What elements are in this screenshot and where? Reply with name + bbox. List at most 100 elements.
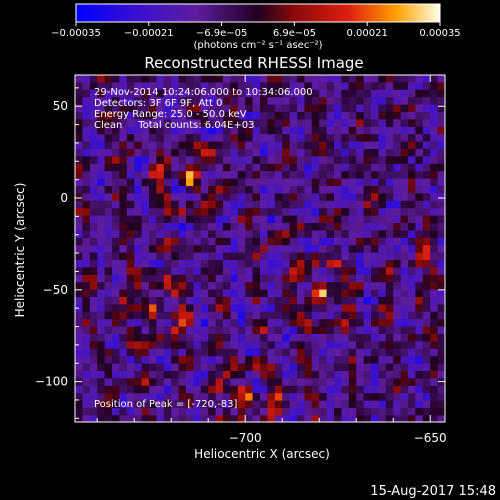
heatmap-cell: [326, 297, 335, 305]
heatmap-cell: [193, 82, 202, 91]
heatmap-cell: [415, 319, 424, 328]
heatmap-cell: [252, 119, 261, 128]
heatmap-cell: [430, 223, 439, 231]
heatmap-cell: [356, 97, 365, 106]
heatmap-cell: [223, 193, 231, 202]
heatmap-cell: [363, 311, 372, 320]
heatmap-cell: [334, 319, 342, 328]
heatmap-cell: [178, 141, 187, 150]
heatmap-cell: [163, 274, 172, 283]
heatmap-cell: [260, 223, 268, 231]
heatmap-cell: [393, 75, 402, 83]
heatmap-cell: [297, 112, 305, 120]
heatmap-cell: [126, 104, 135, 113]
heatmap-cell: [408, 400, 416, 409]
heatmap-cell: [200, 97, 209, 106]
heatmap-cell: [104, 408, 113, 416]
x-tick-label: −650: [414, 431, 447, 445]
heatmap-cell: [149, 149, 157, 157]
heatmap-cell: [82, 393, 91, 402]
heatmap-cell: [393, 126, 402, 135]
heatmap-cell: [348, 356, 357, 365]
heatmap-cell: [363, 334, 372, 342]
heatmap-cell: [311, 356, 320, 365]
colorbar-ticks: −0.00035 −0.00021 −6.9e−05 6.9e−05 0.00021 0.…: [51, 22, 461, 39]
heatmap-cell: [274, 385, 283, 394]
heatmap-cell: [149, 319, 157, 328]
heatmap-cell: [274, 163, 283, 172]
heatmap-cell: [252, 415, 261, 422]
heatmap-cell: [422, 171, 431, 180]
heatmap-cell: [267, 208, 276, 217]
heatmap-cell: [223, 237, 231, 246]
heatmap-cell: [126, 237, 135, 246]
heatmap-cell: [393, 282, 402, 291]
heatmap-cell: [200, 193, 209, 202]
heatmap-cell: [208, 289, 217, 298]
heatmap-cell: [82, 415, 91, 422]
heatmap-cell: [215, 149, 224, 157]
heatmap-cell: [282, 208, 291, 217]
heatmap-cell: [112, 304, 120, 313]
heatmap-cell: [341, 363, 350, 372]
heatmap-cell: [393, 134, 402, 143]
heatmap-cell: [356, 112, 365, 120]
heatmap-cell: [371, 163, 379, 172]
heatmap-cell: [75, 400, 83, 409]
heatmap-cell: [223, 163, 231, 172]
heatmap-cell: [297, 200, 305, 209]
heatmap-cell: [437, 304, 445, 313]
heatmap-cell: [193, 260, 202, 268]
heatmap-cell: [75, 149, 83, 157]
heatmap-cell: [252, 149, 261, 157]
heatmap-cell: [178, 97, 187, 106]
heatmap-cell: [245, 260, 254, 268]
heatmap-cell: [178, 223, 187, 231]
heatmap-cell: [319, 82, 328, 91]
heatmap-cell: [282, 289, 291, 298]
heatmap-cell: [112, 282, 120, 291]
heatmap-cell: [260, 311, 268, 320]
heatmap-cell: [215, 348, 224, 357]
heatmap-cell: [252, 371, 261, 379]
heatmap-cell: [430, 208, 439, 217]
heatmap-cell: [223, 334, 231, 342]
heatmap-cell: [75, 252, 83, 261]
heatmap-cell: [230, 400, 239, 409]
heatmap-cell: [82, 104, 91, 113]
heatmap-cell: [319, 104, 328, 113]
heatmap-cell: [408, 334, 416, 342]
heatmap-cell: [186, 282, 194, 291]
heatmap-cell: [415, 297, 424, 305]
heatmap-cell: [97, 163, 106, 172]
heatmap-cell: [119, 141, 128, 150]
heatmap-cell: [319, 260, 328, 268]
heatmap-cell: [141, 186, 150, 194]
heatmap-cell: [341, 348, 350, 357]
heatmap-cell: [104, 245, 113, 254]
heatmap-cell: [348, 223, 357, 231]
heatmap-cell: [156, 163, 165, 172]
heatmap-cell: [126, 112, 135, 120]
heatmap-cell: [245, 223, 254, 231]
annotation-time-range: 29-Nov-2014 10:24:06.000 to 10:34:06.000: [94, 87, 313, 98]
heatmap-cell: [215, 223, 224, 231]
heatmap-cell: [430, 178, 439, 187]
heatmap-cell: [326, 245, 335, 254]
heatmap-cell: [230, 319, 239, 328]
heatmap-cell: [223, 267, 231, 276]
heatmap-cell: [378, 341, 387, 350]
heatmap-cell: [186, 393, 194, 402]
heatmap-cell: [430, 334, 439, 342]
heatmap-cell: [304, 363, 313, 372]
heatmap-cell: [89, 193, 98, 202]
heatmap-cell: [215, 97, 224, 106]
heatmap-cell: [334, 267, 342, 276]
heatmap-cell: [356, 126, 365, 135]
heatmap-cell: [193, 400, 202, 409]
heatmap-cell: [82, 356, 91, 365]
heatmap-cell: [149, 400, 157, 409]
heatmap-cell: [297, 267, 305, 276]
heatmap-cell: [104, 75, 113, 83]
heatmap-cell: [311, 260, 320, 268]
